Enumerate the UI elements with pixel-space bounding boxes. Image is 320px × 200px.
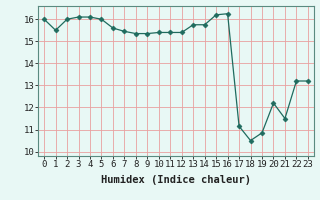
X-axis label: Humidex (Indice chaleur): Humidex (Indice chaleur) xyxy=(101,175,251,185)
